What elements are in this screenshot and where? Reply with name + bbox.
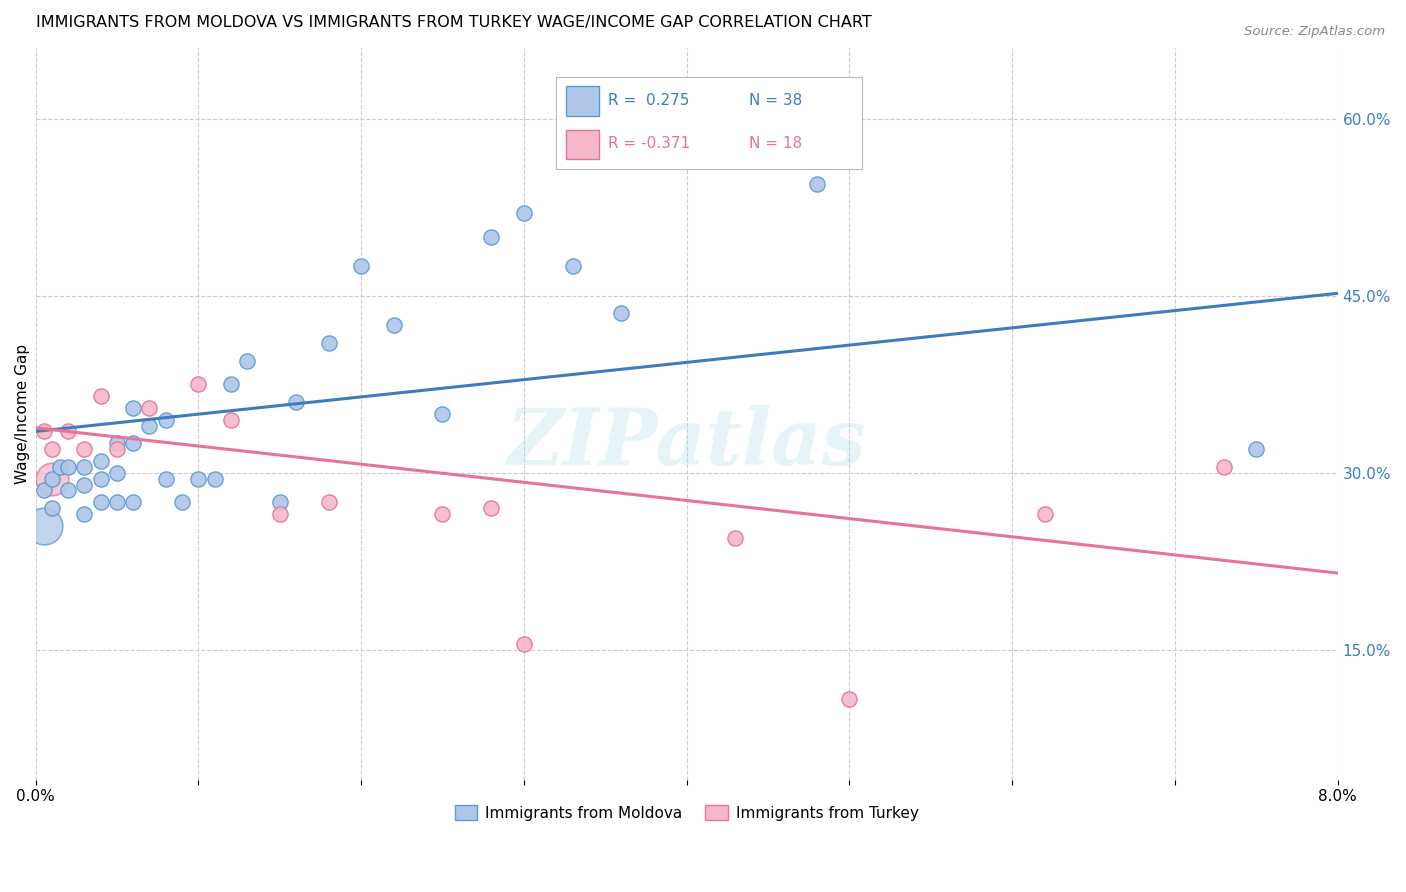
Text: IMMIGRANTS FROM MOLDOVA VS IMMIGRANTS FROM TURKEY WAGE/INCOME GAP CORRELATION CH: IMMIGRANTS FROM MOLDOVA VS IMMIGRANTS FR… (35, 15, 872, 30)
Point (41, 501, 63, 516)
Point (432, 407, 454, 421)
Point (32, 425, 55, 439)
Point (90, 454, 112, 468)
Point (610, 306, 633, 320)
Point (90, 389, 112, 403)
Point (122, 401, 145, 415)
Point (269, 495, 291, 509)
Point (138, 401, 160, 415)
Point (236, 353, 259, 368)
Point (838, 692, 860, 706)
Point (105, 466, 128, 480)
Point (187, 472, 209, 486)
Point (806, 177, 828, 191)
Point (513, 206, 536, 220)
Point (432, 507, 454, 521)
Point (204, 472, 226, 486)
Point (41, 442, 63, 457)
Point (41, 472, 63, 486)
Legend: Immigrants from Moldova, Immigrants from Turkey: Immigrants from Moldova, Immigrants from… (449, 799, 925, 827)
Point (318, 335, 340, 350)
Point (56, 459, 79, 474)
Text: ZIPatlas: ZIPatlas (508, 405, 866, 482)
Point (382, 318, 405, 333)
Point (41, 472, 63, 486)
Point (187, 377, 209, 392)
Point (73, 477, 96, 491)
Point (90, 495, 112, 509)
Point (561, 259, 583, 273)
Point (122, 436, 145, 450)
Point (49, 459, 72, 474)
Point (1033, 507, 1056, 521)
Point (155, 412, 177, 426)
Point (285, 395, 308, 409)
Point (479, 501, 502, 516)
Point (105, 495, 128, 509)
Y-axis label: Wage/Income Gap: Wage/Income Gap (15, 343, 30, 483)
Point (90, 472, 112, 486)
Point (155, 472, 177, 486)
Point (170, 495, 193, 509)
Point (73, 459, 96, 474)
Point (73, 507, 96, 521)
Text: Source: ZipAtlas.com: Source: ZipAtlas.com (1244, 25, 1385, 38)
Point (32, 483, 55, 498)
Point (1212, 459, 1234, 474)
Point (350, 259, 373, 273)
Point (513, 637, 536, 651)
Point (56, 483, 79, 498)
Point (105, 442, 128, 457)
Point (219, 377, 242, 392)
Point (724, 531, 747, 545)
Point (1244, 442, 1267, 457)
Point (105, 436, 128, 450)
Point (56, 425, 79, 439)
Point (73, 442, 96, 457)
Point (138, 418, 160, 433)
Point (122, 495, 145, 509)
Point (479, 229, 502, 244)
Point (32, 519, 55, 533)
Point (318, 495, 340, 509)
Point (219, 412, 242, 426)
Point (269, 507, 291, 521)
